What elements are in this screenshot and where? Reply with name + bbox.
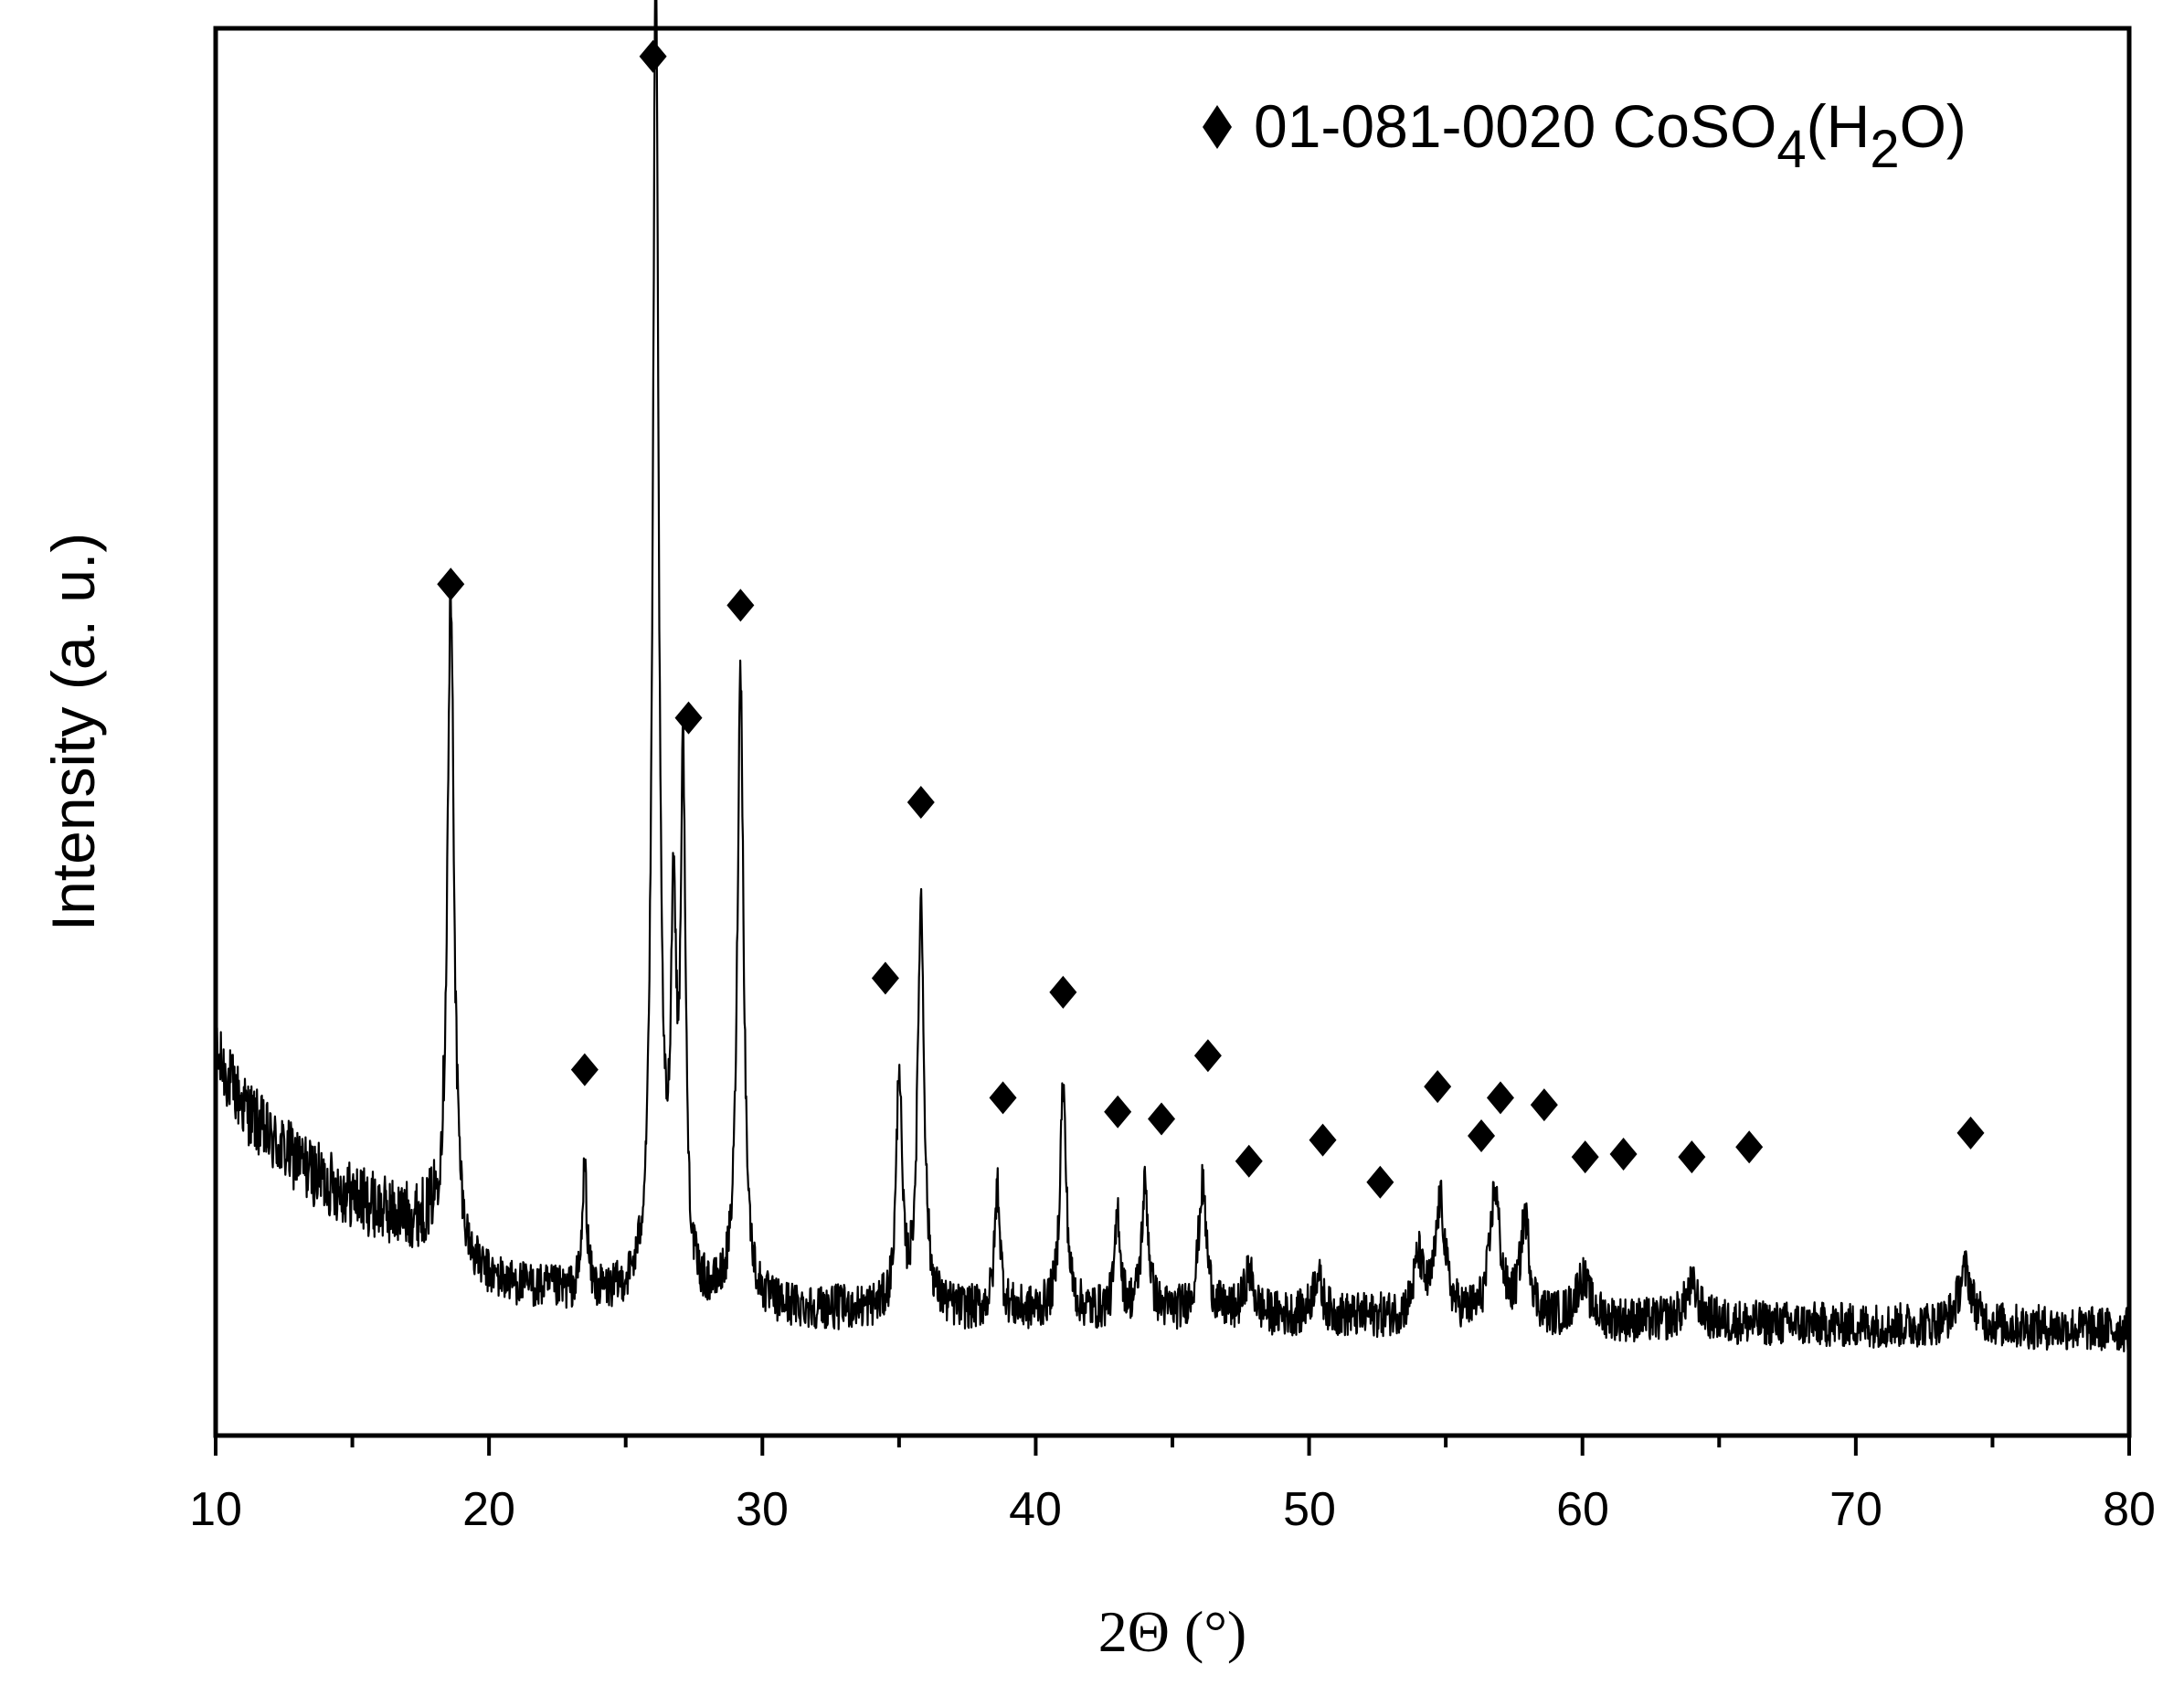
x-tick-label-10: 10 [189,1483,242,1536]
legend-label: 01-081-0020 CoSO4(H2O) [1254,92,1967,179]
diamond-marker-9 [1104,1095,1132,1129]
diamond-marker-1 [570,1053,599,1086]
x-tick-label-50: 50 [1283,1483,1336,1536]
diamond-marker-13 [1309,1123,1337,1157]
diamond-marker-7 [1049,975,1077,1009]
diamond-marker-14 [1366,1165,1394,1199]
x-tick-label-80: 80 [2103,1483,2156,1536]
diamond-marker-5 [871,961,899,995]
x-axis-tick-labels: 10 20 30 40 50 60 70 80 [189,1483,2156,1536]
diamond-marker-15 [1424,1070,1452,1104]
x-tick-label-20: 20 [462,1483,515,1536]
x-tick-label-60: 60 [1556,1483,1609,1536]
xrd-series-line [216,0,2130,1352]
x-tick-label-70: 70 [1829,1483,1882,1536]
x-tick-label-30: 30 [736,1483,789,1536]
legend-sub-2: 2 [1870,120,1899,179]
diamond-marker-22 [1735,1130,1764,1164]
x-axis-title: 2Θ (°) [1098,1599,1246,1664]
legend-text-end: O) [1900,92,1967,160]
diamond-marker-17 [1486,1081,1514,1115]
legend-diamond-marker [1203,105,1232,149]
diamond-marker-19 [1571,1140,1599,1174]
diamond-marker-16 [1468,1118,1496,1152]
diamond-marker-10 [1148,1102,1176,1136]
y-axis-title: Intensity (a. u.) [39,533,107,932]
diamond-marker-23 [1956,1116,1985,1150]
diamond-marker-4 [726,588,755,622]
diamond-marker-20 [1609,1138,1638,1171]
diamond-marker-6 [906,786,935,819]
legend: 01-081-0020 CoSO4(H2O) [1203,92,1967,179]
legend-text-main: 01-081-0020 CoSO [1254,92,1776,160]
diamond-marker-8 [989,1081,1017,1115]
diamond-marker-21 [1678,1140,1706,1174]
legend-text-mid: (H [1807,92,1871,160]
diamond-marker-3 [674,701,703,735]
diamond-marker-2 [639,39,667,73]
x-tick-label-40: 40 [1009,1483,1062,1536]
legend-sub-4: 4 [1776,120,1806,179]
plot-frame [213,26,2132,1438]
x-axis-ticks [214,1436,2131,1456]
diamond-marker-18 [1530,1088,1558,1122]
diamond-marker-0 [437,567,465,601]
phase-peak-markers [437,39,1985,1199]
diamond-marker-12 [1235,1144,1263,1178]
diamond-marker-11 [1193,1039,1222,1073]
